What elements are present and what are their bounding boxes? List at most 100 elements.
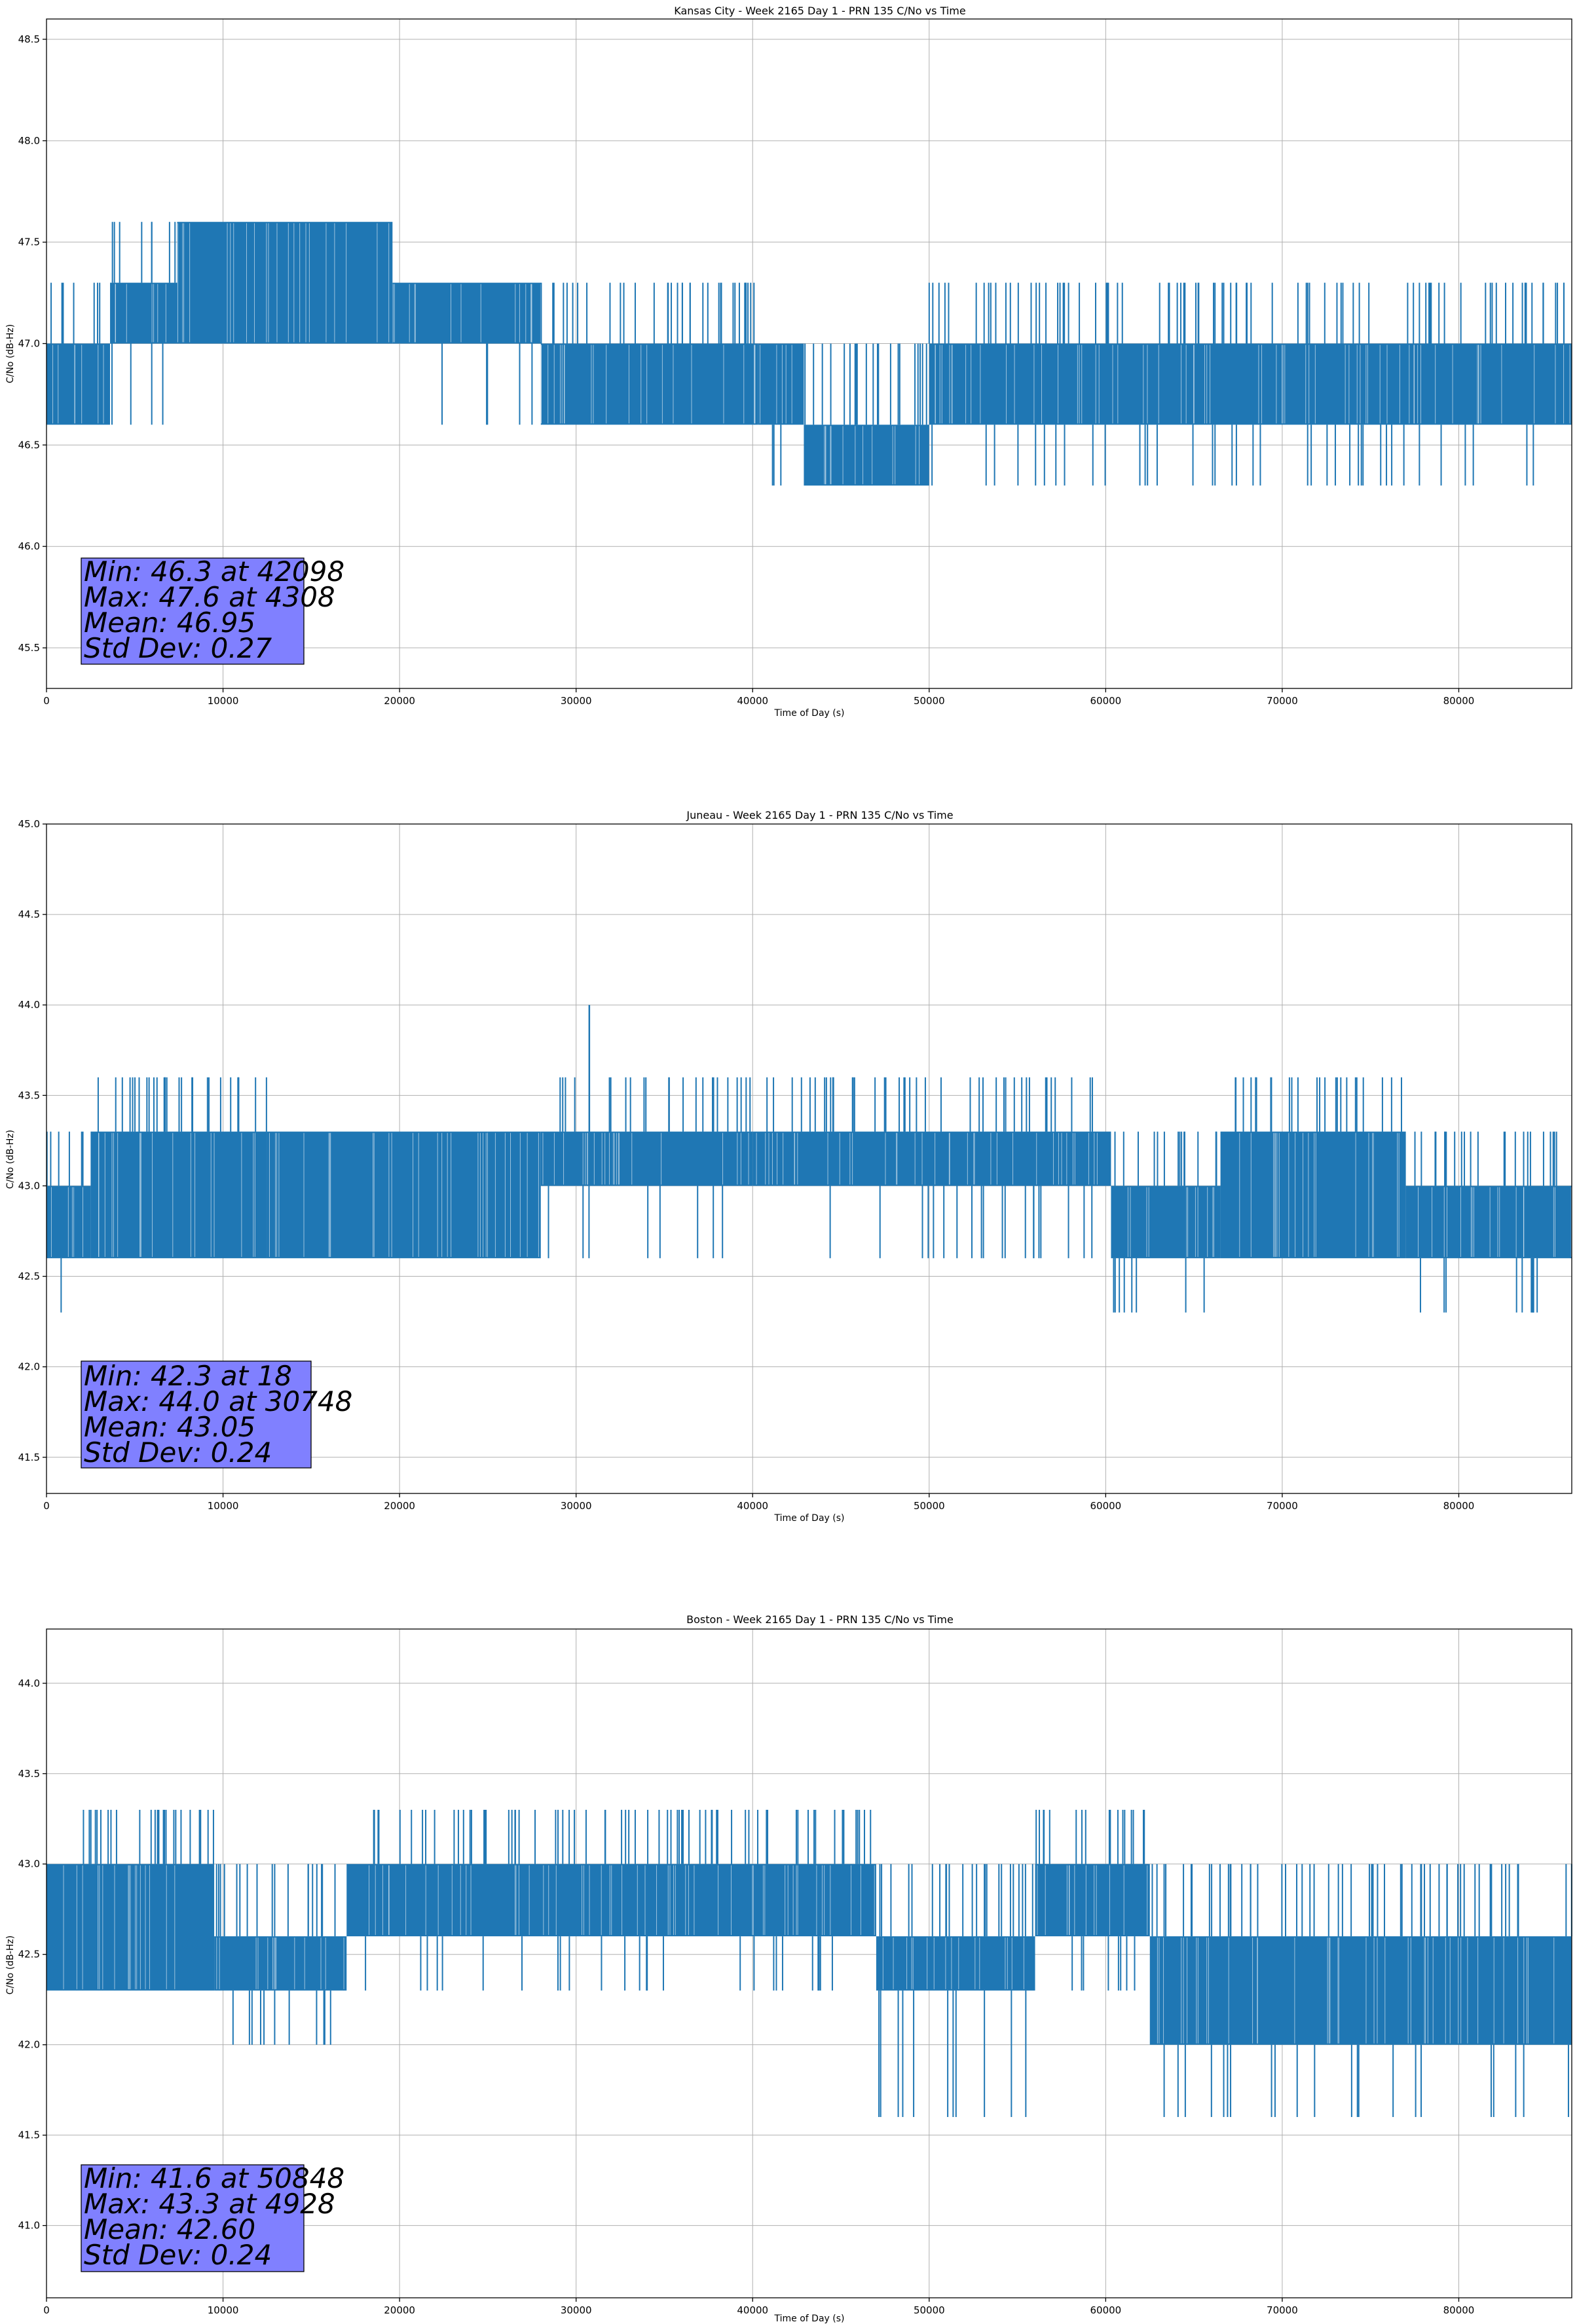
x-axis-label: Time of Day (s) bbox=[774, 708, 845, 719]
x-tick-label: 40000 bbox=[737, 2304, 768, 2316]
y-tick-label: 42.0 bbox=[18, 1361, 40, 1373]
y-axis: 41.5 42.0 42.5 43.0 43.5 44.0 44.5 45.0 bbox=[18, 818, 46, 1463]
x-tick-label: 50000 bbox=[914, 695, 945, 707]
x-tick-label: 10000 bbox=[208, 2304, 239, 2316]
series-band bbox=[1035, 1864, 1150, 1937]
x-axis-label: Time of Day (s) bbox=[774, 2314, 845, 2324]
series-band bbox=[752, 1131, 1111, 1186]
x-tick-label: 50000 bbox=[914, 2304, 945, 2316]
x-tick-label: 70000 bbox=[1267, 695, 1298, 707]
series-band bbox=[1220, 1131, 1406, 1258]
series-band bbox=[540, 1131, 753, 1186]
chart-title: Juneau - Week 2165 Day 1 - PRN 135 C/No … bbox=[686, 809, 953, 821]
y-tick-label: 48.5 bbox=[18, 33, 40, 45]
y-tick-label: 42.5 bbox=[18, 1949, 40, 1960]
x-tick-label: 60000 bbox=[1090, 1500, 1122, 1512]
chart-title: Kansas City - Week 2165 Day 1 - PRN 135 … bbox=[674, 5, 965, 17]
series-line bbox=[46, 221, 1572, 486]
stats-std-dev: Std Dev: 0.24 bbox=[84, 1436, 272, 1469]
chart-title: Boston - Week 2165 Day 1 - PRN 135 C/No … bbox=[686, 1613, 954, 1626]
y-tick-label: 46.0 bbox=[18, 540, 40, 552]
x-tick-label: 60000 bbox=[1090, 695, 1122, 707]
y-tick-label: 47.0 bbox=[18, 338, 40, 350]
x-tick-label: 30000 bbox=[561, 1500, 592, 1512]
y-tick-label: 43.0 bbox=[18, 1858, 40, 1870]
y-tick-label: 47.5 bbox=[18, 236, 40, 248]
series-band bbox=[876, 1936, 1035, 1991]
stats-mean: Mean: 46.95 bbox=[84, 607, 255, 639]
y-tick-label: 42.0 bbox=[18, 2039, 40, 2051]
series-band bbox=[392, 282, 541, 344]
y-axis: 41.0 41.5 42.0 42.5 43.0 43.5 44.0 bbox=[18, 1677, 46, 2232]
stats-min: Min: 46.3 at 42098 bbox=[84, 555, 344, 588]
y-tick-label: 43.5 bbox=[18, 1089, 40, 1101]
stats-box-background bbox=[81, 2164, 305, 2272]
y-tick-label: 43.0 bbox=[18, 1180, 40, 1191]
x-tick-label: 80000 bbox=[1443, 2304, 1475, 2316]
chart-panel-kansas-city: Kansas City - Week 2165 Day 1 - PRN 135 … bbox=[5, 5, 1572, 719]
series-band bbox=[110, 282, 177, 344]
x-tick-label: 20000 bbox=[384, 1500, 415, 1512]
y-tick-label: 45.0 bbox=[18, 818, 40, 830]
series-band bbox=[758, 343, 804, 425]
x-axis: 0 10000 20000 30000 40000 50000 60000 70000 8000… bbox=[43, 688, 1474, 707]
x-tick-label: 10000 bbox=[208, 695, 239, 707]
stats-box: Min: 42.3 at 18 Max: 44.0 at 30748 Mean:… bbox=[81, 1360, 352, 1469]
series-line bbox=[46, 1809, 1572, 2118]
x-tick-label: 60000 bbox=[1090, 2304, 1122, 2316]
plot-frame bbox=[46, 823, 1572, 1494]
plot-frame bbox=[46, 1628, 1572, 2298]
series-band bbox=[46, 343, 111, 425]
series-band bbox=[1149, 1936, 1572, 2045]
x-tick-label: 80000 bbox=[1443, 695, 1475, 707]
stats-box-background bbox=[81, 557, 305, 665]
stats-box: Min: 46.3 at 42098 Max: 47.6 at 4308 Mea… bbox=[81, 555, 344, 665]
y-tick-label: 48.0 bbox=[18, 135, 40, 147]
chart-panel-juneau: Juneau - Week 2165 Day 1 - PRN 135 C/No … bbox=[5, 809, 1572, 1524]
series-band bbox=[267, 1131, 488, 1258]
x-tick-label: 20000 bbox=[384, 695, 415, 707]
stats-mean: Mean: 42.60 bbox=[84, 2213, 255, 2245]
stats-box: Min: 41.6 at 50848 Max: 43.3 at 4928 Mea… bbox=[81, 2162, 344, 2272]
series-band bbox=[1111, 1186, 1221, 1258]
y-tick-label: 41.0 bbox=[18, 2220, 40, 2232]
series-band bbox=[214, 1936, 347, 1991]
stats-box-background bbox=[81, 1360, 312, 1469]
series-band bbox=[487, 1131, 541, 1258]
stats-std-dev: Std Dev: 0.24 bbox=[84, 2239, 272, 2271]
series-line bbox=[46, 1005, 1572, 1313]
x-tick-label: 0 bbox=[43, 695, 50, 707]
x-tick-label: 30000 bbox=[561, 695, 592, 707]
plot-frame bbox=[46, 18, 1572, 689]
x-tick-label: 10000 bbox=[208, 1500, 239, 1512]
y-tick-label: 41.5 bbox=[18, 2129, 40, 2141]
y-tick-label: 44.5 bbox=[18, 909, 40, 920]
y-tick-label: 46.5 bbox=[18, 439, 40, 451]
x-tick-label: 50000 bbox=[914, 1500, 945, 1512]
stats-max: Max: 44.0 at 30748 bbox=[84, 1385, 352, 1417]
x-tick-label: 80000 bbox=[1443, 1500, 1475, 1512]
y-tick-label: 42.5 bbox=[18, 1271, 40, 1283]
series-band bbox=[540, 343, 758, 425]
x-tick-label: 70000 bbox=[1267, 2304, 1298, 2316]
y-axis-label: C/No (dB-Hz) bbox=[5, 1130, 16, 1189]
y-axis-label: C/No (dB-Hz) bbox=[5, 1936, 16, 1995]
x-tick-label: 40000 bbox=[737, 695, 768, 707]
x-tick-label: 20000 bbox=[384, 2304, 415, 2316]
stats-max: Max: 43.3 at 4928 bbox=[84, 2188, 335, 2220]
stats-max: Max: 47.6 at 4308 bbox=[84, 581, 335, 613]
y-tick-label: 43.5 bbox=[18, 1768, 40, 1780]
series-band bbox=[929, 343, 1572, 425]
stats-mean: Mean: 43.05 bbox=[84, 1411, 255, 1443]
series-band bbox=[177, 221, 393, 344]
x-tick-label: 0 bbox=[43, 1500, 50, 1512]
x-tick-label: 0 bbox=[43, 2304, 50, 2316]
x-tick-label: 40000 bbox=[737, 1500, 768, 1512]
series-band bbox=[1405, 1186, 1572, 1258]
y-tick-label: 44.0 bbox=[18, 1677, 40, 1689]
y-tick-label: 41.5 bbox=[18, 1452, 40, 1463]
x-axis: 0 10000 20000 30000 40000 50000 60000 70000 8000… bbox=[43, 1493, 1474, 1512]
y-axis-label: C/No (dB-Hz) bbox=[5, 324, 16, 383]
x-tick-label: 30000 bbox=[561, 2304, 592, 2316]
